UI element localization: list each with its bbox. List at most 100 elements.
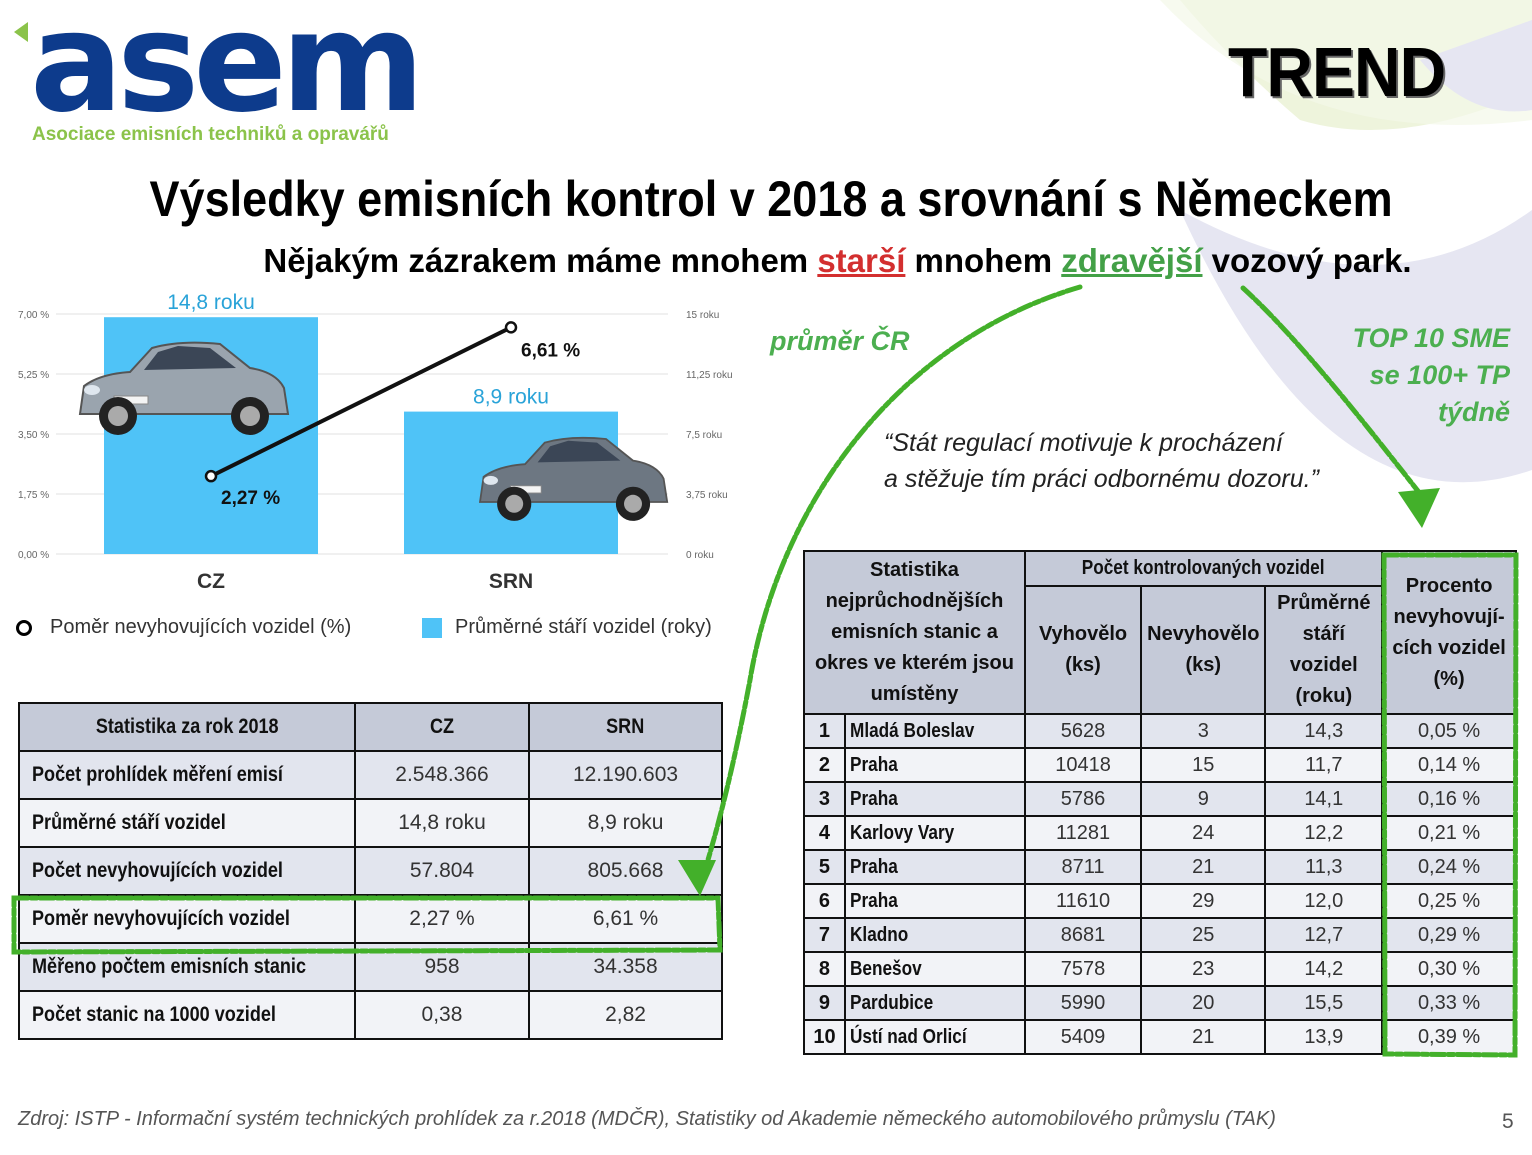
- table-header-row: Statistika za rok 2018 CZ SRN: [18, 702, 723, 752]
- legend-line-label: Poměr nevyhovujících vozidel (%): [50, 616, 352, 638]
- passed-count: 10418: [1023, 747, 1143, 783]
- failed-count: 9: [1140, 781, 1267, 817]
- failed-count: 21: [1140, 849, 1267, 885]
- subtitle-part1: Nějakým zázrakem máme mnohem: [263, 242, 818, 279]
- combo-chart: 0,00 % 0 roku 1,75 % 3,75 roku 3,50 % 7,5 rok…: [18, 291, 733, 593]
- header-srn: SRN: [528, 702, 723, 752]
- left-tick-label: 7,00 %: [18, 310, 49, 321]
- district: Ústí nad Orlicí: [843, 1019, 1026, 1055]
- top10-line-3: týdně: [1437, 397, 1510, 427]
- right-tick-label: 7,5 roku: [686, 430, 722, 441]
- line-data-label: 2,27 %: [221, 488, 280, 509]
- header-group-counts: Počet kontrolovaných vozidel: [1023, 550, 1384, 587]
- rank: 10: [803, 1019, 846, 1055]
- row-label: Průměrné stáří vozidel: [18, 798, 356, 848]
- avg-age: 11,3: [1264, 849, 1384, 885]
- rank: 2: [803, 747, 846, 783]
- passed-count: 11610: [1023, 883, 1143, 919]
- cz-value: 57.804: [353, 846, 531, 896]
- fail-percent: 0,14 %: [1381, 747, 1517, 783]
- avg-age: 14,3: [1264, 713, 1384, 749]
- fail-percent: 0,33 %: [1381, 985, 1517, 1021]
- table-row: 3 Praha 5786 9 14,1 0,16 %: [803, 781, 1517, 817]
- avg-age: 12,0: [1264, 883, 1384, 919]
- cz-value: 2.548.366: [353, 750, 531, 800]
- header-cz: CZ: [353, 702, 531, 752]
- quote-text: “Stát regulací motivuje k procházení a s…: [884, 425, 1319, 497]
- avg-age: 12,2: [1264, 815, 1384, 851]
- legend-line-item: Poměr nevyhovujících vozidel (%): [16, 616, 351, 639]
- car-image-srn: [478, 436, 669, 521]
- right-tick-label: 0 roku: [686, 550, 714, 561]
- page-subtitle: Nějakým zázrakem máme mnohem starší mnoh…: [0, 242, 1532, 280]
- legend-bar-swatch: [422, 617, 442, 638]
- header-fail-percent: Procento nevyhovují-cích vozidel (%): [1381, 550, 1517, 715]
- header-avg-age: Průměrné stáří vozidel (roku): [1264, 585, 1384, 715]
- rank: 3: [803, 781, 846, 817]
- fail-percent: 0,24 %: [1381, 849, 1517, 885]
- top10-line-2: se 100+ TP: [1369, 360, 1510, 390]
- table-row: Měřeno počtem emisních stanic 958 34.358: [18, 942, 723, 992]
- header-passed: Vyhovělo (ks): [1023, 585, 1143, 715]
- page-number: 5: [1502, 1110, 1514, 1133]
- logo-tagline: Asociace emisních techniků a opravářů: [32, 124, 389, 145]
- stats-2018-table: Statistika za rok 2018 CZ SRN Počet proh…: [18, 702, 723, 1040]
- rank: 9: [803, 985, 846, 1021]
- srn-value: 6,61 %: [528, 894, 723, 944]
- table-row: 5 Praha 8711 21 11,3 0,24 %: [803, 849, 1517, 885]
- failed-count: 24: [1140, 815, 1267, 851]
- left-tick-label: 3,50 %: [18, 430, 49, 441]
- passed-count: 5786: [1023, 781, 1143, 817]
- table-row: 9 Pardubice 5990 20 15,5 0,33 %: [803, 985, 1517, 1021]
- legend-line-marker: [16, 619, 32, 636]
- table-row: 7 Kladno 8681 25 12,7 0,29 %: [803, 917, 1517, 953]
- category-label: SRN: [489, 570, 533, 593]
- cz-value: 14,8 roku: [353, 798, 531, 848]
- rank: 4: [803, 815, 846, 851]
- source-note: Zdroj: ISTP - Informační systém technick…: [18, 1108, 1276, 1130]
- passed-count: 11281: [1023, 815, 1143, 851]
- top10-note: TOP 10 SME se 100+ TP týdně: [1352, 320, 1510, 431]
- table-row: 6 Praha 11610 29 12,0 0,25 %: [803, 883, 1517, 919]
- failed-count: 3: [1140, 713, 1267, 749]
- legend-bar-label: Průměrné stáří vozidel (roky): [455, 616, 712, 638]
- header-failed: Nevyhovělo (ks): [1140, 585, 1267, 715]
- passed-count: 8711: [1023, 849, 1143, 885]
- fail-percent: 0,29 %: [1381, 917, 1517, 953]
- table-row: 4 Karlovy Vary 11281 24 12,2 0,21 %: [803, 815, 1517, 851]
- logo-text: asem: [30, 6, 419, 124]
- subtitle-red-word: starší: [817, 242, 906, 279]
- cz-average-note: průměr ČR: [770, 326, 910, 356]
- cz-value: 2,27 %: [353, 894, 531, 944]
- fail-percent: 0,21 %: [1381, 815, 1517, 851]
- line-point: [504, 321, 518, 334]
- fail-percent: 0,30 %: [1381, 951, 1517, 987]
- right-tick-label: 11,25 roku: [686, 370, 733, 381]
- row-label: Počet stanic na 1000 vozidel: [18, 990, 356, 1040]
- avg-age: 13,9: [1264, 1019, 1384, 1055]
- table-row: 8 Benešov 7578 23 14,2 0,30 %: [803, 951, 1517, 987]
- right-tick-label: 15 roku: [686, 310, 719, 321]
- category-label: CZ: [197, 570, 225, 593]
- row-label: Poměr nevyhovujících vozidel: [18, 894, 356, 944]
- avg-age: 14,1: [1264, 781, 1384, 817]
- left-tick-label: 0,00 %: [18, 550, 49, 561]
- legend-bar-item: Průměrné stáří vozidel (roky): [422, 616, 712, 639]
- srn-value: 12.190.603: [528, 750, 723, 800]
- fail-percent: 0,39 %: [1381, 1019, 1517, 1055]
- rank: 6: [803, 883, 846, 919]
- district: Mladá Boleslav: [843, 713, 1026, 749]
- passed-count: 5990: [1023, 985, 1143, 1021]
- district: Praha: [843, 849, 1026, 885]
- fail-percent: 0,05 %: [1381, 713, 1517, 749]
- district: Praha: [843, 747, 1026, 783]
- line-data-label: 6,61 %: [521, 340, 580, 361]
- rank: 5: [803, 849, 846, 885]
- rank: 7: [803, 917, 846, 953]
- right-tick-label: 3,75 roku: [686, 490, 728, 501]
- srn-value: 8,9 roku: [528, 798, 723, 848]
- bar-data-label: 14,8 roku: [167, 291, 255, 314]
- district: Kladno: [843, 917, 1026, 953]
- passed-count: 8681: [1023, 917, 1143, 953]
- failed-count: 25: [1140, 917, 1267, 953]
